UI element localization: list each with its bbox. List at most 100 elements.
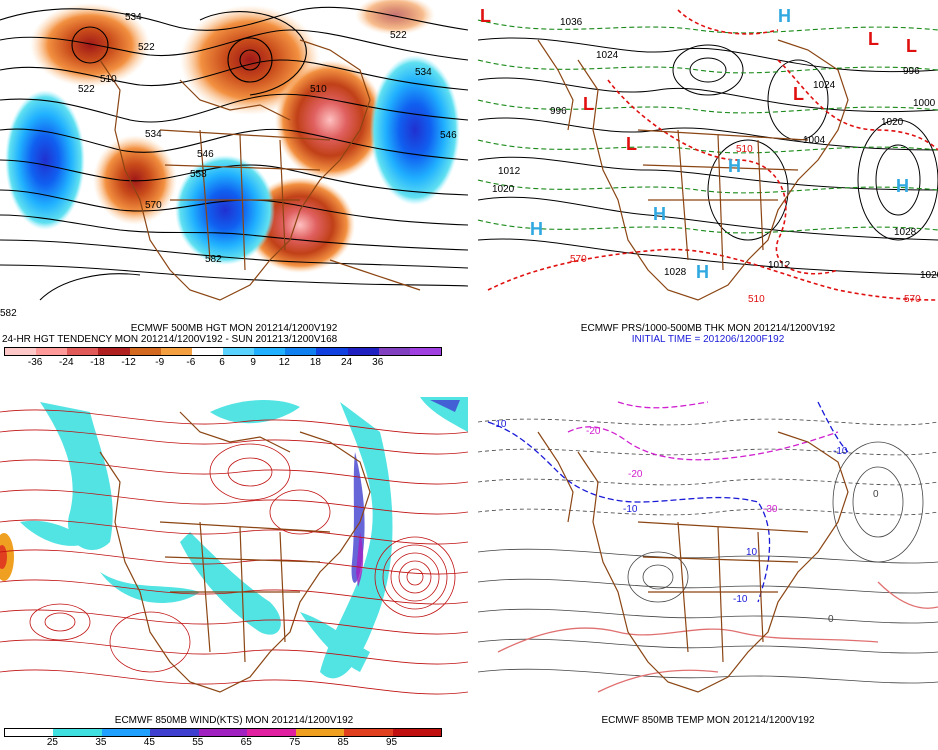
map-850mb-temp: -10 -20 -30 -20 -10 -10 0 10 0 -10: [478, 392, 938, 712]
temp-contours-cold: [478, 418, 938, 516]
map-850mb-wind: [0, 392, 468, 712]
colorbar-label: 95: [385, 737, 398, 748]
high-pressure-marker: H: [653, 204, 666, 224]
colorbar-swatch: [344, 729, 393, 736]
low-pressure-marker: L: [626, 134, 637, 154]
colorbar-swatch: [191, 348, 223, 355]
contour-label: 546: [197, 149, 214, 160]
colorbar-label: 35: [95, 737, 107, 748]
height-contours: [0, 6, 468, 301]
colorbar-label: 85: [337, 737, 349, 748]
streamlines: [0, 409, 468, 695]
colorbar-label: -12: [121, 357, 136, 368]
temp-label: -10: [733, 594, 748, 605]
panel-850mb-wind: ECMWF 850MB WIND(KTS) MON 201214/1200V19…: [0, 392, 468, 750]
colorbar-swatch: [98, 348, 130, 355]
caption-initial-time: INITIAL TIME = 201206/1200F192: [631, 334, 785, 345]
isobar-label: 1012: [498, 166, 521, 177]
low-pressure-marker: L: [793, 84, 804, 104]
colorbar-swatch: [247, 729, 296, 736]
temp-label: 10: [746, 547, 758, 558]
contour-label: 558: [190, 169, 207, 180]
colorbar-label: 9: [250, 357, 256, 368]
map-outline: [99, 411, 371, 693]
high-pressure-marker: H: [530, 219, 543, 239]
thickness-label: 510: [736, 144, 753, 155]
isobar-label: 1020: [881, 117, 904, 128]
low-pressure-marker: L: [480, 6, 491, 26]
negative-tendency-area: [355, 0, 435, 35]
temp-label: -30: [763, 504, 778, 515]
colorbar-wind: [4, 728, 442, 737]
temp-label: -10: [833, 446, 848, 457]
caption-850mb-wind: ECMWF 850MB WIND(KTS) MON 201214/1200V19…: [114, 715, 354, 726]
positive-tendency-area: [30, 3, 150, 87]
temp-label: -10: [492, 419, 507, 430]
positive-tendency-area: [275, 60, 385, 180]
colorbar-swatch: [5, 348, 37, 355]
colorbar-label: -36: [27, 357, 43, 368]
isobar-label: 1028: [664, 267, 687, 278]
isobar-label: 1000: [913, 98, 936, 109]
low-pressure-marker: L: [906, 36, 917, 56]
map-pressure-thickness: H H H H H H L L L L L L 1036 1024 996 10…: [478, 0, 938, 320]
isobar-label: 1020: [920, 270, 938, 281]
thickness-label: 570: [904, 294, 921, 305]
isobar-label: 996: [903, 66, 920, 77]
caption-pressure-thickness: ECMWF PRS/1000-500MB THK MON 201214/1200…: [580, 323, 836, 334]
colorbar-swatch: [36, 348, 68, 355]
colorbar-swatch: [316, 348, 348, 355]
temp-contours-blue: [487, 401, 849, 603]
contour-label: 546: [440, 130, 457, 141]
map-outline: [537, 431, 849, 693]
colorbar-swatch: [254, 348, 286, 355]
colorbar-swatch: [198, 729, 248, 736]
panel-850mb-temp: -10 -20 -30 -20 -10 -10 0 10 0 -10 ECMWF…: [478, 392, 938, 750]
colorbar-swatch: [392, 729, 441, 736]
contour-label: 582: [0, 308, 17, 319]
temp-label: -10: [623, 504, 638, 515]
contour-label: 582: [205, 254, 222, 265]
colorbar-swatch: [222, 348, 255, 355]
high-pressure-marker: H: [778, 6, 791, 26]
temp-label: -20: [628, 469, 643, 480]
colorbar-label: -6: [186, 357, 196, 368]
colorbar-label: 25: [46, 737, 58, 748]
isobar-label: 1028: [894, 227, 917, 238]
colorbar-swatch: [347, 348, 379, 355]
contour-label: 534: [415, 67, 432, 78]
colorbar-swatch: [409, 348, 441, 355]
low-pressure-marker: L: [583, 94, 594, 114]
colorbar-label: 36: [372, 357, 384, 368]
isobar-label: 996: [550, 106, 567, 117]
contour-label: 510: [310, 84, 327, 95]
contour-label: 522: [78, 84, 95, 95]
isobars: [478, 37, 938, 276]
caption-850mb-temp: ECMWF 850MB TEMP MON 201214/1200V192: [601, 715, 815, 726]
colorbar-tendency: [4, 347, 442, 356]
negative-tendency-area: [5, 90, 85, 230]
isobar-label: 1036: [560, 17, 583, 28]
caption-500mb: ECMWF 500MB HGT MON 201214/1200V192: [130, 323, 338, 334]
panel-500mb-height: 534 522 510 522 534 546 558 570 582 546 …: [0, 0, 468, 372]
isobar-label: 1024: [813, 80, 836, 91]
low-pressure-marker: L: [868, 29, 879, 49]
contour-label: 510: [100, 74, 117, 85]
colorbar-label: 45: [143, 737, 155, 748]
colorbar-labels: 25 35 45 55 65 75 85 95: [4, 737, 440, 749]
colorbar-swatch: [378, 348, 410, 355]
wind-speed-shading: [20, 397, 468, 679]
map-outline: [537, 39, 849, 301]
contour-label: 570: [145, 200, 162, 211]
isobar-label: 1024: [596, 50, 619, 61]
positive-tendency-area: [93, 135, 177, 225]
thickness-label: 570: [570, 254, 587, 265]
contour-label: 522: [138, 42, 155, 53]
caption-tendency: 24-HR HGT TENDENCY MON 201214/1200V192 -…: [2, 334, 338, 345]
colorbar-label: -18: [90, 357, 105, 368]
isobar-label: 1012: [768, 260, 791, 271]
high-pressure-marker: H: [896, 176, 909, 196]
map-outline: [99, 39, 421, 301]
map-500mb-height: 534 522 510 522 534 546 558 570 582 546 …: [0, 0, 468, 320]
colorbar-label: 55: [192, 737, 204, 748]
